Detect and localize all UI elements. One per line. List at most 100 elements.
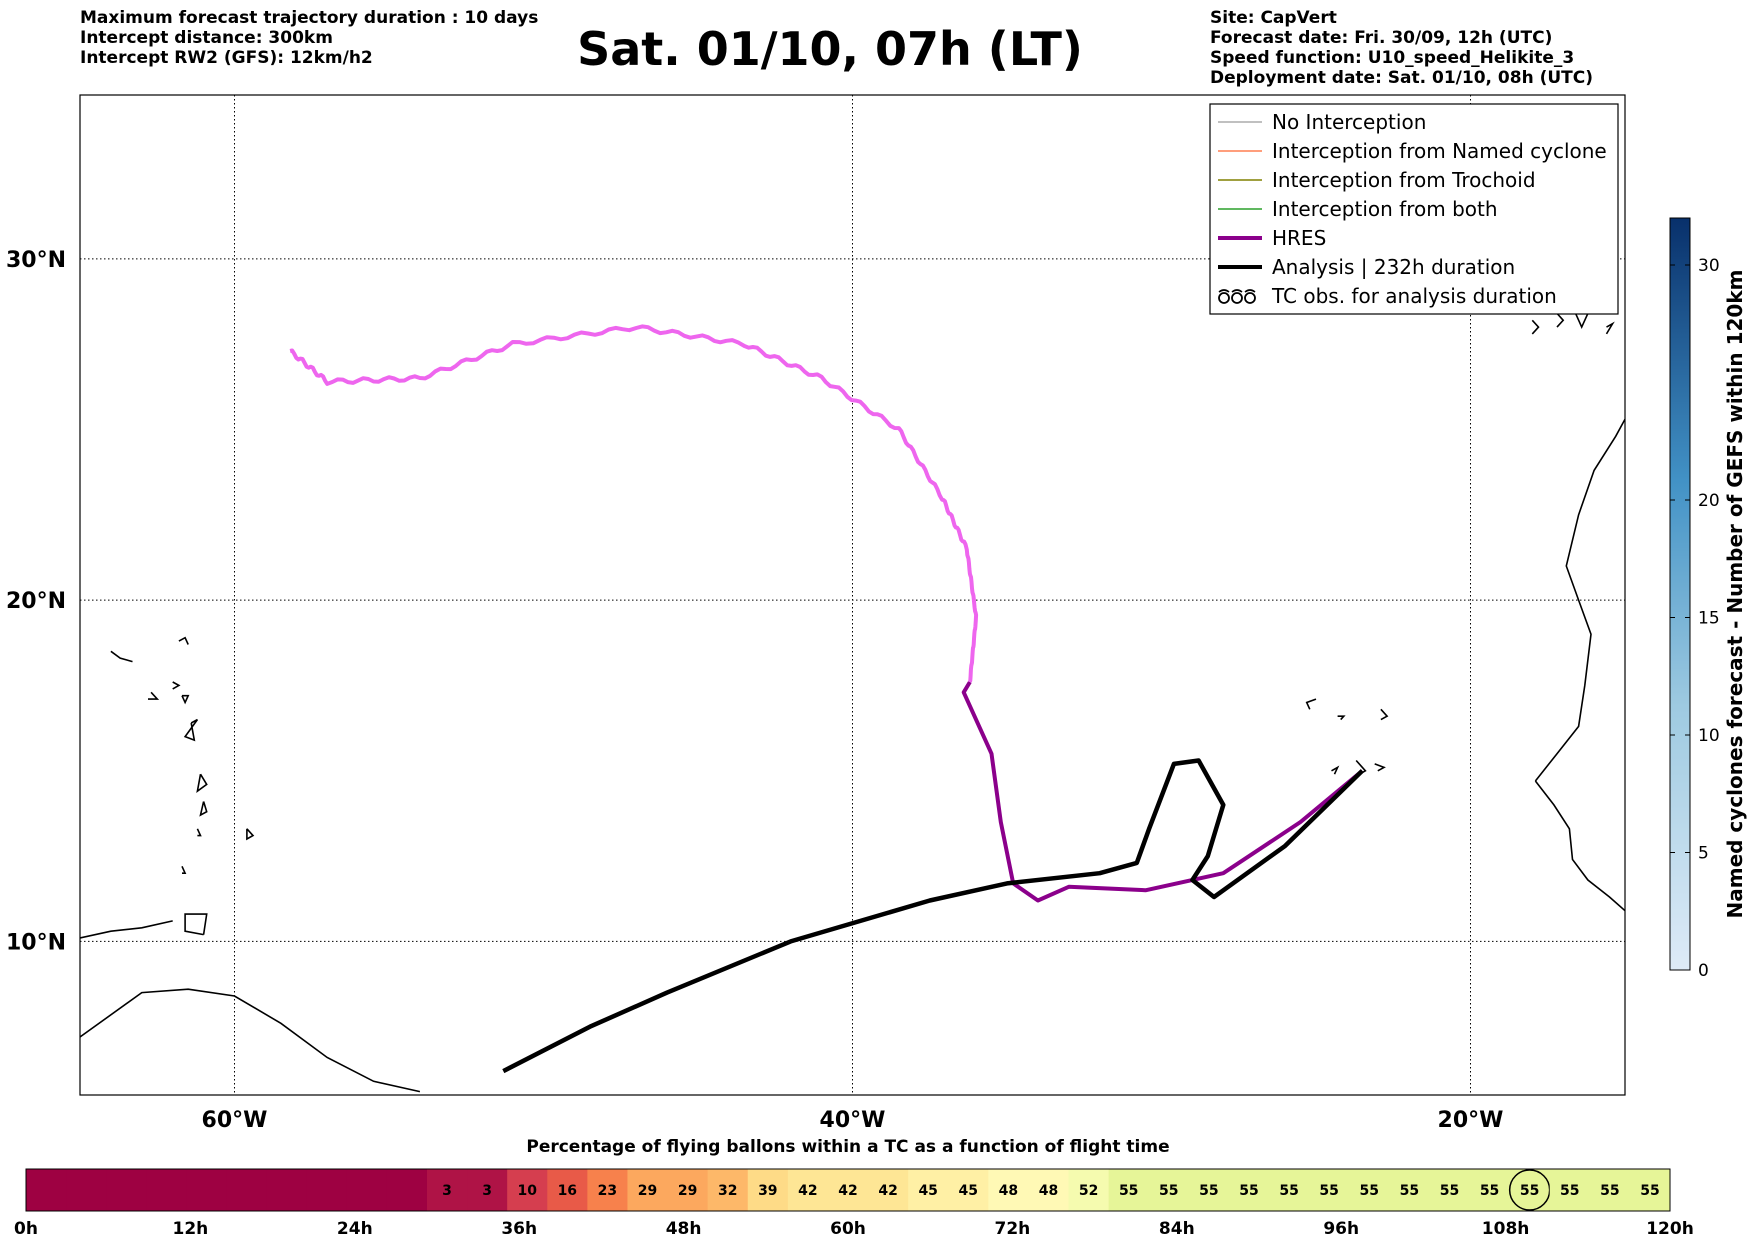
coastline-segment [1337,715,1346,721]
colorbar-tick-label: 15 [1698,609,1720,629]
percentage-cell [346,1169,388,1211]
percentage-cell [507,1169,548,1211]
coastline-segment [1605,321,1615,335]
percentage-cell [667,1169,709,1211]
percentage-cell [66,1169,107,1211]
percentage-value: 55 [1360,1183,1379,1199]
percentage-bar-frame [25,1168,1671,1212]
percentage-value: 55 [1640,1183,1659,1199]
legend-label: Interception from Named cyclone [1272,139,1607,163]
coastline-segment [181,694,190,705]
percentage-value: 55 [1440,1183,1459,1199]
lon-tick-label: 60°W [202,1108,268,1133]
percentage-value: 55 [1600,1183,1619,1199]
header-right: Site: CapVert Forecast date: Fri. 30/09,… [1210,8,1593,88]
colorbar-tick-label: 0 [1698,961,1709,981]
header-right-line: Speed function: U10_speed_Helikite_3 [1210,48,1575,68]
header-left-line: Maximum forecast trajectory duration : 1… [80,8,539,28]
hour-label: 120h [1646,1219,1694,1239]
percentage-cell [426,1169,468,1211]
percentage-value: 55 [1159,1183,1178,1199]
percentage-value: 55 [1119,1183,1138,1199]
hour-label: 48h [666,1219,702,1239]
percentage-cell [988,1169,1029,1211]
coastline-segment [1374,763,1386,772]
percentage-cell [707,1169,749,1211]
percentage-value: 42 [878,1183,897,1199]
percentage-cell [1349,1169,1390,1211]
lat-tick-label: 30°N [6,248,66,273]
percentage-cell [467,1169,508,1211]
coastline-segment [80,988,421,1093]
tc-symbol-ring [1218,292,1230,304]
tc-symbol-arm [1244,289,1256,293]
percentage-cell [827,1169,869,1211]
coastline-segment [110,650,133,663]
coastline-segment [196,828,202,837]
coastline-segment [80,920,173,939]
hour-label: 36h [501,1219,537,1239]
percentage-cell [1309,1169,1350,1211]
percentage-cell [1068,1169,1110,1211]
percentage-value: 45 [959,1183,978,1199]
percentage-value: 55 [1319,1183,1338,1199]
coastline-segment [148,691,160,700]
tc-symbol-ring [1231,292,1243,304]
percentage-cell [1028,1169,1070,1211]
percentage-cell [1269,1169,1310,1211]
coastlines [80,305,1625,1093]
colorbar-title: Named cyclones forecast - Number of GEFS… [1723,270,1747,919]
header-left: Maximum forecast trajectory duration : 1… [80,8,538,68]
percentage-cell [908,1169,949,1211]
percentage-cell [1148,1169,1190,1211]
percentage-cell [1429,1169,1471,1211]
percentage-value: 16 [558,1183,577,1199]
percentage-cell [1549,1169,1591,1211]
percentage-value: 3 [482,1183,492,1199]
colorbar-tick-label: 10 [1698,726,1720,746]
percentage-value: 29 [638,1183,657,1199]
percentage-value: 39 [758,1183,777,1199]
percentage-value: 10 [517,1183,537,1199]
lat-tick-label: 10°N [6,930,66,955]
coastline-segment [172,681,181,690]
percentage-cell [386,1169,428,1211]
coastline-segment [199,801,208,817]
header-left-line: Intercept RW2 (GFS): 12km/h2 [80,48,373,68]
hour-label: 24h [337,1219,373,1239]
percentage-cell [306,1169,348,1211]
percentage-cell [787,1169,829,1211]
coastline-segment [1534,780,1625,912]
legend-label: HRES [1272,226,1326,250]
percentage-bar-title: Percentage of flying ballons within a TC… [526,1137,1169,1157]
hour-label: 0h [14,1219,38,1239]
percentage-cell [186,1169,227,1211]
legend-label: No Interception [1272,110,1426,134]
coastline-segment [246,828,255,841]
hres-track [961,680,1364,903]
coastline-segment [1380,708,1389,721]
coastline-segment [183,718,199,742]
axis-labels: 30°N 20°N 10°N 60°W 40°W 20°W [6,248,1503,1133]
tc-symbol-icon [1218,289,1256,304]
coastline-segment [196,773,208,794]
percentage-cell [1589,1169,1631,1211]
tc-symbol-arm [1218,289,1230,293]
percentage-value: 23 [598,1183,617,1199]
colorbar-tick-label: 5 [1698,844,1709,864]
percentage-value: 42 [838,1183,857,1199]
tc-symbol-arm [1231,289,1243,293]
percentage-cell [1228,1169,1270,1211]
colorbar-tick-label: 20 [1698,491,1720,511]
legend-label: Interception from both [1272,197,1498,221]
percentage-cell [26,1169,67,1211]
lon-tick-label: 40°W [820,1108,886,1133]
colorbar-tick-label: 30 [1698,256,1720,276]
percentage-cell [627,1169,669,1211]
percentage-value: 48 [999,1183,1018,1199]
header-left-line: Intercept distance: 300km [80,28,333,48]
legend-box [1209,103,1619,315]
percentage-value: 29 [678,1183,697,1199]
percentage-value: 55 [1520,1183,1539,1199]
